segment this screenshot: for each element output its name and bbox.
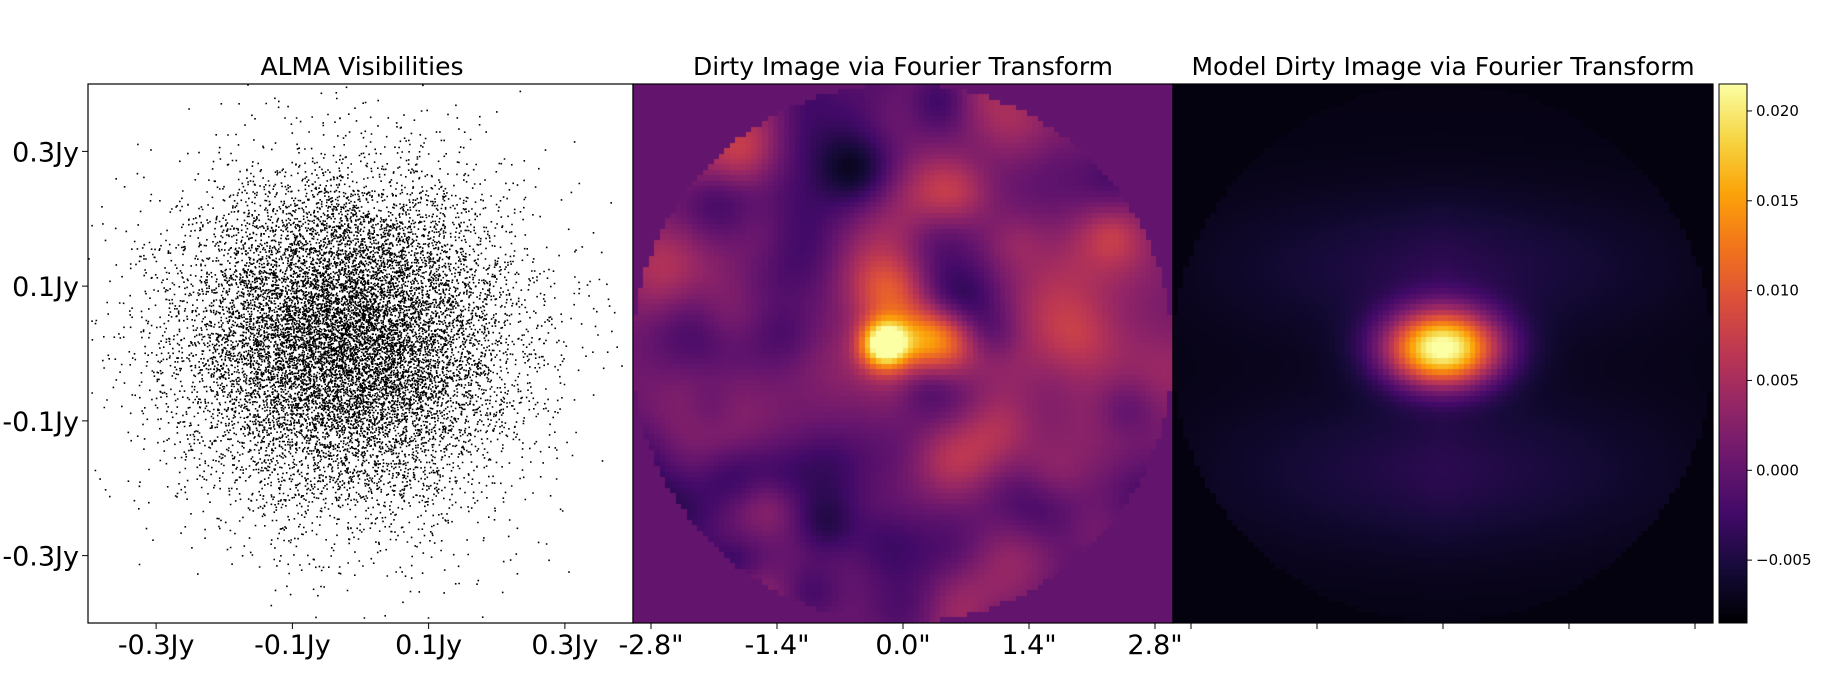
colorbar-frame xyxy=(1718,83,1748,624)
visibilities-y-tick-label: -0.1Jy xyxy=(2,407,79,438)
dirty-image-x-tick-label: -1.4" xyxy=(744,630,809,661)
colorbar-tick-label: −0.005 xyxy=(1756,551,1812,569)
visibilities-y-tick-label: 0.1Jy xyxy=(12,272,79,303)
visibilities-y-ticks: 0.3Jy 0.1Jy -0.1Jy -0.3Jy xyxy=(2,137,88,573)
model-image-x-ticks xyxy=(1190,623,1696,629)
visibilities-y-tick-label: 0.3Jy xyxy=(12,137,79,168)
model-image-wrapper xyxy=(1173,84,1713,623)
dirty-image-x-tick-label: 0.0" xyxy=(875,630,930,661)
visibilities-x-tick-label: 0.3Jy xyxy=(531,630,598,661)
dirty-image-x-tick-label: 2.8" xyxy=(1127,630,1182,661)
dirty-image-x-tick-label: 1.4" xyxy=(1001,630,1056,661)
visibilities-y-tick-label: -0.3Jy xyxy=(2,542,79,573)
dirty-image-title: Dirty Image via Fourier Transform xyxy=(693,52,1113,81)
dirty-image-wrapper xyxy=(633,84,1173,623)
visibility-point-cloud xyxy=(88,84,623,619)
dirty-image-heatmap xyxy=(633,84,1173,623)
model-image-heatmap xyxy=(1173,84,1713,623)
dirty-image-panel: Dirty Image via Fourier Transform -2.8" -… xyxy=(618,52,1182,661)
dirty-image-x-tick-label: -2.8" xyxy=(618,630,683,661)
model-image-panel: Model Dirty Image via Fourier Transform xyxy=(1172,52,1714,629)
colorbar-tick-label: 0.000 xyxy=(1756,461,1799,479)
visibilities-panel: ALMA Visibilities -0.3Jy -0.1Jy 0.1Jy 0.3Jy… xyxy=(2,52,634,661)
colorbar-tick-label: 0.005 xyxy=(1756,371,1799,389)
colorbar-wrapper xyxy=(1719,84,1747,623)
colorbar-gradient xyxy=(1719,84,1747,623)
dirty-image-x-ticks: -2.8" -1.4" 0.0" 1.4" 2.8" xyxy=(618,623,1183,661)
colorbar-ticks: 0.020 0.015 0.010 0.005 0.000 −0.005 xyxy=(1747,102,1812,569)
visibilities-title: ALMA Visibilities xyxy=(261,52,464,81)
visibilities-axes-frame xyxy=(87,83,634,624)
model-image-title: Model Dirty Image via Fourier Transform xyxy=(1191,52,1694,81)
colorbar-tick-label: 0.020 xyxy=(1756,102,1799,120)
visibilities-points xyxy=(88,84,623,619)
visibilities-x-tick-label: -0.3Jy xyxy=(118,630,195,661)
colorbar-tick-label: 0.010 xyxy=(1756,282,1799,300)
colorbar: 0.020 0.015 0.010 0.005 0.000 −0.005 xyxy=(1718,83,1812,624)
colorbar-tick-label: 0.015 xyxy=(1756,192,1799,210)
visibilities-x-tick-label: -0.1Jy xyxy=(254,630,331,661)
visibilities-x-ticks: -0.3Jy -0.1Jy 0.1Jy 0.3Jy xyxy=(118,623,598,661)
visibilities-x-tick-label: 0.1Jy xyxy=(395,630,462,661)
